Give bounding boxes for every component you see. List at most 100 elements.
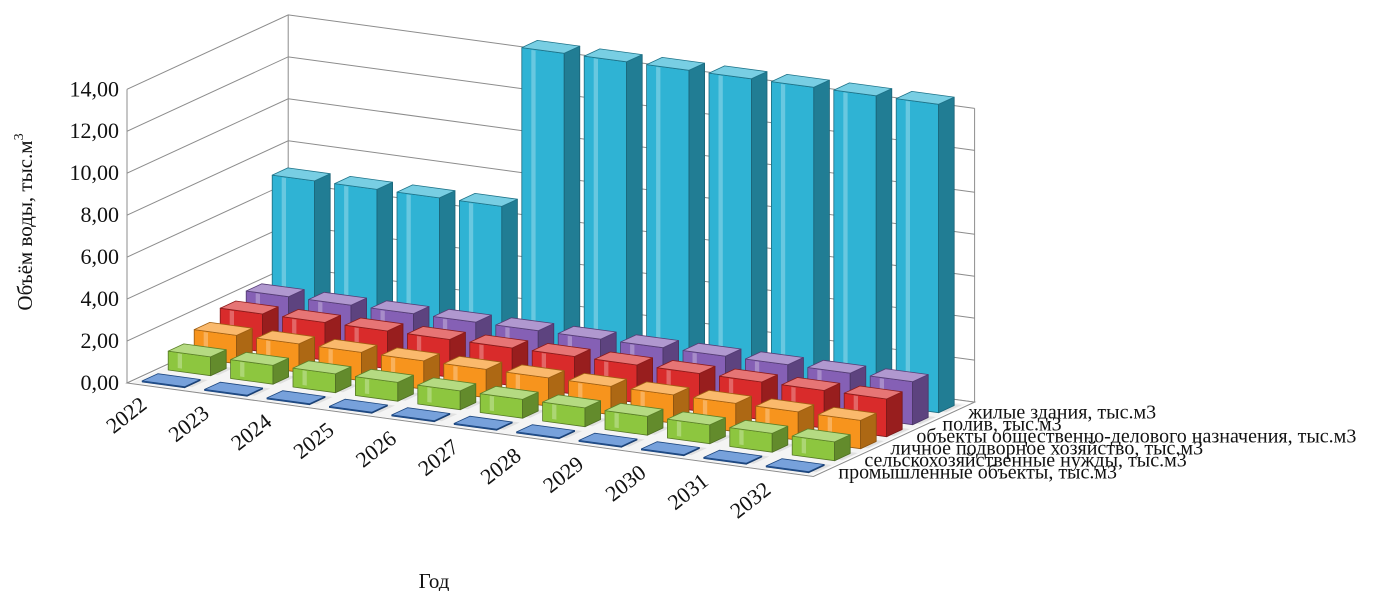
bar-top [328,398,388,413]
bar-top [230,351,290,366]
y-tick-label: 10,00 [70,160,120,185]
bar-side [886,391,903,438]
bar-side [813,79,830,397]
bar-top [417,377,477,392]
bar-top [256,330,316,345]
bar-front [771,81,815,397]
bar-top [380,347,440,362]
bar-top [620,334,679,349]
bar-top [266,390,326,405]
bar-top [656,360,716,374]
bar-highlight [676,421,682,437]
bar-highlight [718,75,723,380]
x-tick-label: 2027 [413,434,463,481]
series-label: объекты общественно-делового назначения,… [916,426,1356,448]
bar-top [568,372,627,387]
bar-highlight [593,58,598,363]
x-tick-label: 2030 [600,459,650,506]
bar [583,48,650,371]
bar [453,415,520,431]
bar-top [667,411,726,426]
bar-top [495,317,555,332]
bar-top [771,74,830,88]
bar [354,368,421,402]
bar-top [708,65,768,80]
bar [479,385,546,419]
bar [729,419,796,453]
bar-highlight [344,186,349,329]
x-tick-label: 2032 [725,476,775,523]
bar-top [458,192,518,207]
bar-top [719,368,778,383]
y-tick-label: 14,00 [70,76,120,101]
bar-top [193,321,253,336]
bar-top [594,351,653,366]
series-label: сельскохозяйственные нужды, тыс.м3 [864,450,1186,472]
bar-top [167,343,227,358]
bar [578,432,645,448]
x-tick-label: 2024 [226,408,276,455]
series-label: промышленные объекты, тыс.м3 [838,462,1117,484]
bar-top [557,325,617,340]
x-tick-label: 2026 [351,425,401,472]
labels-layer: Год Объём воды, тыс.м3 0,00 2,00 4,00 6,00 8… [12,76,1356,591]
bar-highlight [489,395,494,412]
bar [521,40,588,363]
bar-top [391,407,451,422]
bar-top [245,283,305,298]
bar-top [370,300,430,315]
bar-top [781,377,841,391]
bar-highlight [739,429,744,446]
bar-side [875,88,893,405]
bar-front [833,89,877,405]
bar [230,351,297,385]
bar-top [729,419,789,434]
bar [895,91,962,414]
x-tick-label: 2023 [164,400,214,447]
bar [141,373,208,389]
bar-highlight [281,177,286,321]
bar-top [334,175,394,190]
bar-top [755,398,815,413]
bar-top [703,449,763,464]
bar [641,441,707,457]
bar-highlight [905,100,910,406]
bar-front [646,64,690,380]
bar [771,74,837,397]
bar-highlight [843,92,848,397]
bar-top [765,458,825,473]
bar-highlight [614,412,619,429]
bar-side [938,96,955,414]
bar-top [630,381,690,396]
bar-highlight [552,404,557,420]
bar-highlight [427,387,432,403]
bar-top [344,317,404,332]
bar-highlight [780,83,786,389]
bar [391,407,458,423]
bar-top [271,167,331,182]
bar-top [646,57,705,71]
bar-top [807,359,867,374]
bar-highlight [531,49,536,355]
bar-highlight [177,353,182,369]
bar-side [688,62,705,380]
y-tick-label: 12,00 [70,118,120,143]
series-label: личное подворное хозяйство, тыс.м3 [890,438,1203,460]
bar-top [479,385,539,400]
bar [791,428,858,462]
bar-top [869,368,929,383]
bar [542,394,609,428]
bar-side [626,54,643,371]
bar-top [516,424,575,439]
grid-layer [126,14,976,403]
bar [516,424,583,440]
bar-top [432,308,492,323]
bar-top [833,82,893,97]
bar-highlight [364,378,370,395]
y-tick-label: 8,00 [81,202,120,227]
bar-top [469,334,529,349]
bar-front [521,47,565,363]
bar-front [708,72,752,388]
bar [833,82,900,405]
